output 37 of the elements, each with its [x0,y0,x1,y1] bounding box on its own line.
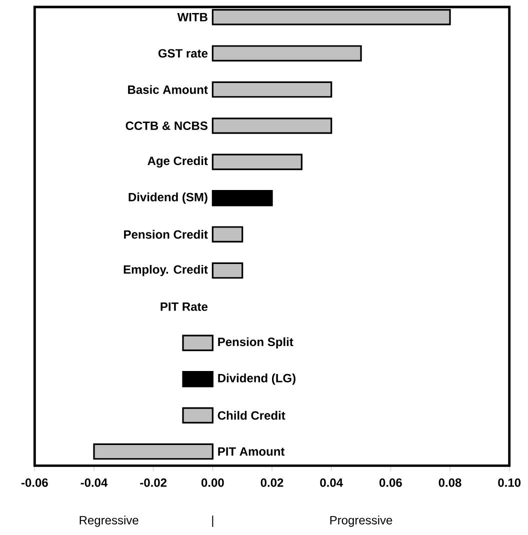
y-tick-label: Pension Credit [124,230,208,239]
y-tick-label: PIT Amount [218,447,285,456]
x-tick-label: 0.00 [201,478,224,487]
y-tick-label: Dividend (SM) [128,192,208,204]
text: Regressive [80,516,138,527]
x-tick-label: 0.08 [438,478,462,487]
y-tick-label: CCTB & NCBS [126,121,208,130]
y-tick-label: Age Credit [148,156,208,168]
x-tick-label: -0.06 [21,478,48,487]
x-tick-label: -0.02 [140,478,167,487]
y-tick-label: Pension Split [218,337,294,349]
x-tick-label: 0.10 [498,478,521,487]
y-tick-label: WITB [177,12,208,22]
text: | [212,516,214,527]
bar [182,334,214,352]
x-tick-label: 0.06 [379,478,402,487]
bar [182,407,214,424]
bar [212,262,244,279]
x-tick-label: 0.02 [260,478,284,487]
y-tick-label: PIT Rate [160,302,208,311]
bar [93,443,214,460]
y-tick-label: GST rate [158,49,208,58]
bar [212,190,273,206]
bar [212,81,332,98]
bar [212,45,362,62]
bar [212,8,451,26]
text: Progressive [330,516,392,527]
y-tick-label: Dividend (LG) [218,374,296,385]
x-tick-label: -0.04 [80,478,108,487]
y-tick-label: Basic Amount [128,85,208,94]
bar [182,371,214,388]
y-tick-label: Child Credit [218,410,286,420]
x-tick-label: 0.04 [320,478,343,487]
bar [212,226,244,242]
bar [212,118,332,134]
y-tick-label: Employ. Credit [124,264,208,276]
bar [212,154,302,170]
